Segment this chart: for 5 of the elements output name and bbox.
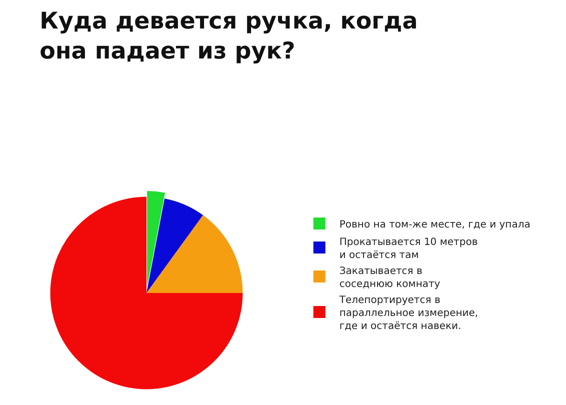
legend-label: Ровно на том-же месте, где и упала [339,219,530,230]
legend-label: Телепортируется в параллельное измерение, где и остаётся навеки. [338,294,478,332]
legend-label: Закатывается в соседнюю комнату [339,266,440,290]
legend-label: Прокатывается 10 метров и остаётся там [339,236,478,261]
chart-title: Куда девается ручка, когда она падает из рук? [40,8,418,64]
